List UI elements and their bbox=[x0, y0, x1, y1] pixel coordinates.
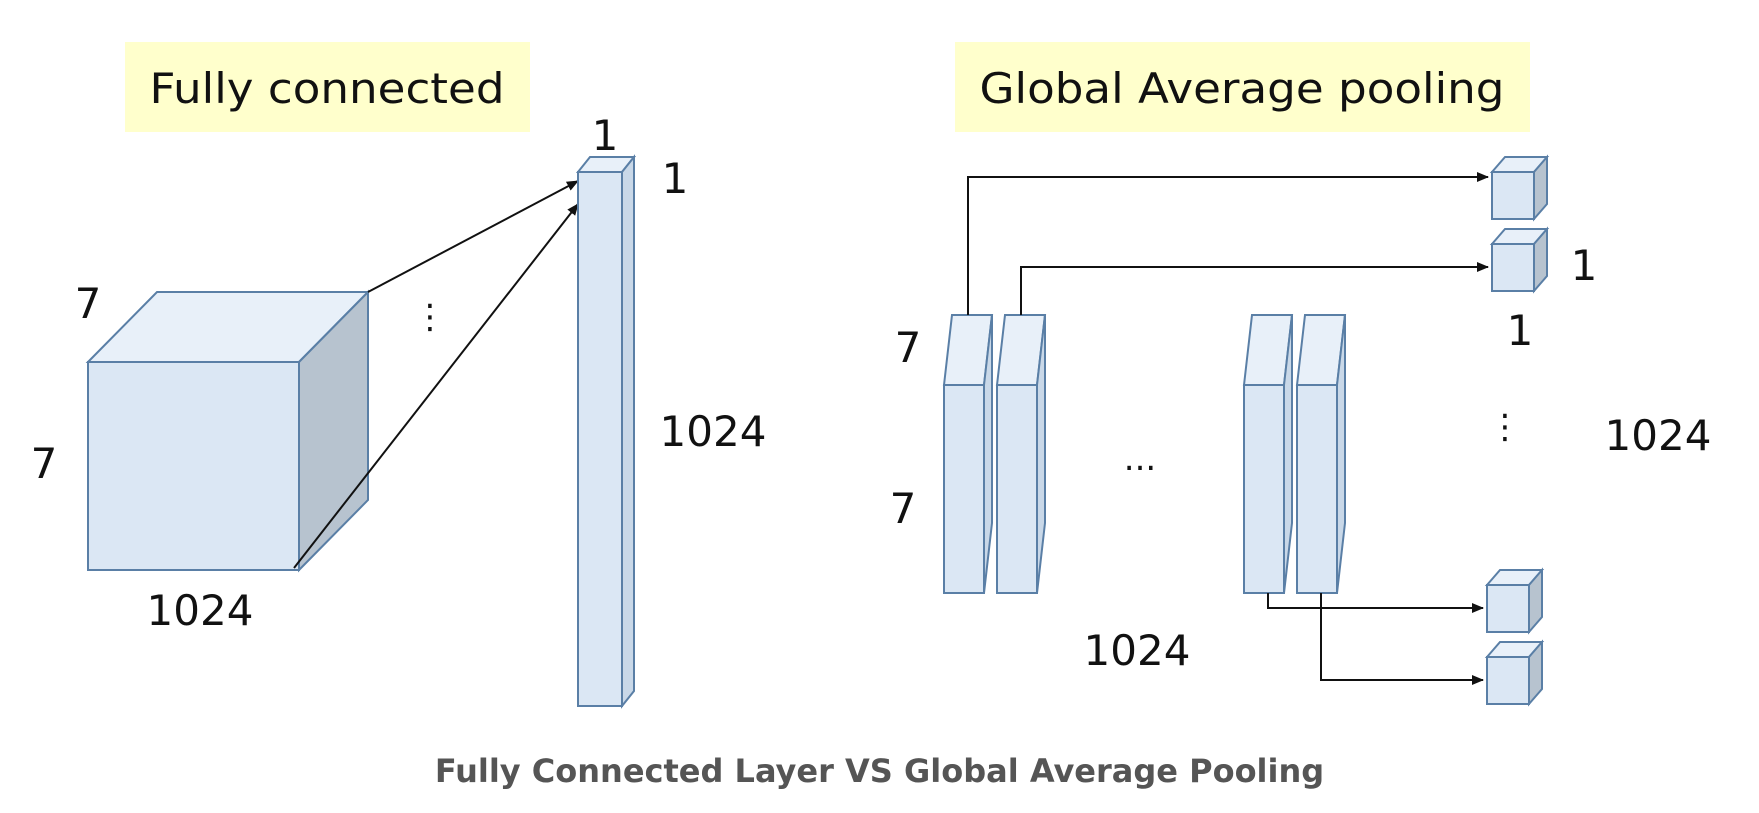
out-cube-front bbox=[1491, 243, 1535, 292]
feature-slice-2 bbox=[995, 314, 1047, 594]
vector-side-face bbox=[621, 154, 635, 709]
slice-front-face bbox=[1243, 384, 1285, 594]
input-height-label: 7 bbox=[31, 439, 58, 488]
slice-depth-label: 7 bbox=[895, 323, 922, 372]
slice-front-face bbox=[1296, 384, 1338, 594]
output-cube-2 bbox=[1489, 226, 1550, 294]
global-average-pooling-section: Global Average pooling 7 7 ... 1024 bbox=[890, 42, 1712, 707]
output-vertical-dots: ⋮ bbox=[1488, 407, 1522, 447]
fc-arrow-bottom bbox=[293, 203, 579, 569]
vector-top-label: 1 bbox=[592, 111, 619, 160]
slice-front-face bbox=[996, 384, 1038, 594]
output-side-label: 1 bbox=[1571, 241, 1598, 290]
cube-front-face bbox=[87, 361, 300, 571]
output-cube-4 bbox=[1484, 639, 1545, 707]
slice-front-face bbox=[943, 384, 985, 594]
feature-slice-4 bbox=[1295, 314, 1347, 594]
out-cube-front bbox=[1486, 656, 1530, 705]
gap-arrow-3 bbox=[1267, 593, 1484, 613]
gap-arrow-4 bbox=[1320, 593, 1484, 685]
vector-front-face bbox=[577, 171, 623, 707]
vector-length-label: 1024 bbox=[660, 407, 767, 456]
output-bottom-label: 1 bbox=[1507, 306, 1534, 355]
fc-arrow-top bbox=[367, 180, 579, 293]
gap-arrow-2 bbox=[1020, 262, 1489, 315]
channels-label: 1024 bbox=[1084, 626, 1191, 675]
vector-side-label: 1 bbox=[662, 154, 689, 203]
output-count-label: 1024 bbox=[1605, 411, 1712, 460]
output-vector bbox=[575, 154, 637, 709]
slice-height-label: 7 bbox=[890, 484, 917, 533]
input-depth-label: 7 bbox=[75, 279, 102, 328]
output-cube-1 bbox=[1489, 154, 1550, 222]
gap-arrow-1 bbox=[967, 172, 1489, 315]
gap-title: Global Average pooling bbox=[980, 64, 1505, 113]
out-cube-front bbox=[1486, 584, 1530, 633]
slices-ellipsis: ... bbox=[1124, 439, 1156, 479]
output-cube-3 bbox=[1484, 567, 1545, 635]
gap-title-bg bbox=[955, 42, 1530, 132]
fully-connected-title: Fully connected bbox=[150, 64, 505, 113]
fc-vertical-dots: ⋮ bbox=[413, 297, 447, 337]
input-width-label: 1024 bbox=[147, 586, 254, 635]
out-cube-front bbox=[1491, 171, 1535, 220]
figure-caption: Fully Connected Layer VS Global Average … bbox=[434, 752, 1325, 790]
feature-slice-3 bbox=[1242, 314, 1294, 594]
fully-connected-section: Fully connected 7 7 1024 ⋮ 1 1 1024 bbox=[31, 42, 767, 709]
fully-connected-title-bg bbox=[125, 42, 530, 132]
feature-slice-1 bbox=[942, 314, 994, 594]
